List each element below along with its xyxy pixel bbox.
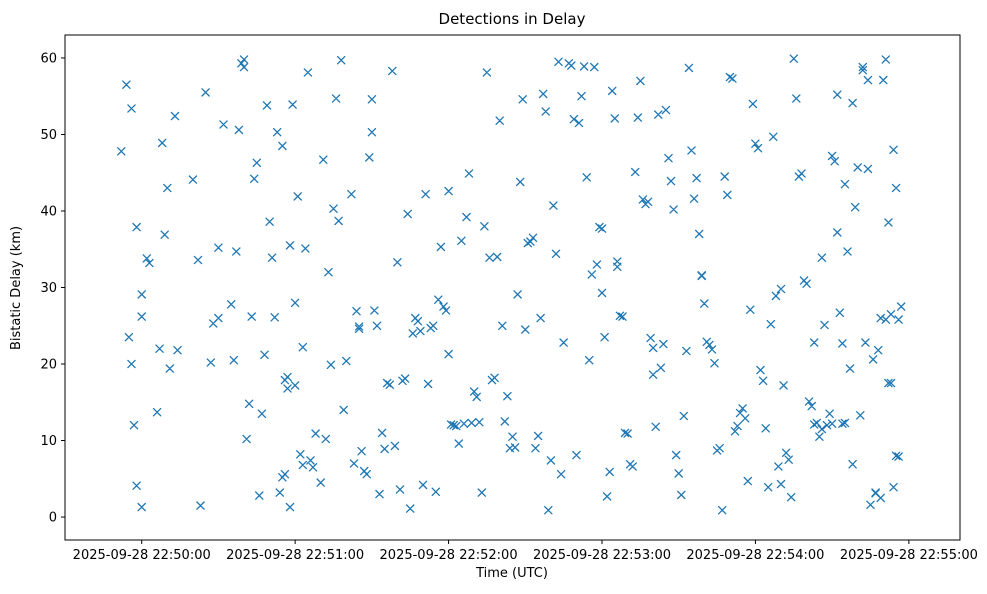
x-tick-label: 2025-09-28 22:53:00 (533, 548, 671, 563)
x-tick-label: 2025-09-28 22:51:00 (226, 548, 364, 563)
plot-area: 0 10 20 30 40 50 60 2025-09-28 22:50:00 2025-09-… (40, 34, 978, 563)
x-tick-label: 2025-09-28 22:52:00 (380, 548, 518, 563)
data-points (117, 54, 906, 515)
y-tick-label: 30 (40, 281, 57, 296)
x-axis-label: Time (UTC) (475, 566, 548, 581)
axes-box (64, 34, 961, 541)
y-tick-label: 50 (40, 128, 57, 143)
x-tick-label: 2025-09-28 22:54:00 (686, 548, 824, 563)
plot-title: Detections in Delay (439, 10, 586, 28)
x-tick-label: 2025-09-28 22:50:00 (73, 548, 211, 563)
y-tick-label: 0 (49, 511, 57, 526)
y-tick-label: 20 (40, 358, 57, 373)
y-tick-label: 10 (40, 434, 57, 449)
x-tick-label: 2025-09-28 22:55:00 (840, 548, 978, 563)
y-axis-label: Bistatic Delay (km) (9, 226, 24, 350)
y-tick-label: 60 (40, 51, 57, 66)
y-tick-label: 40 (40, 204, 57, 219)
